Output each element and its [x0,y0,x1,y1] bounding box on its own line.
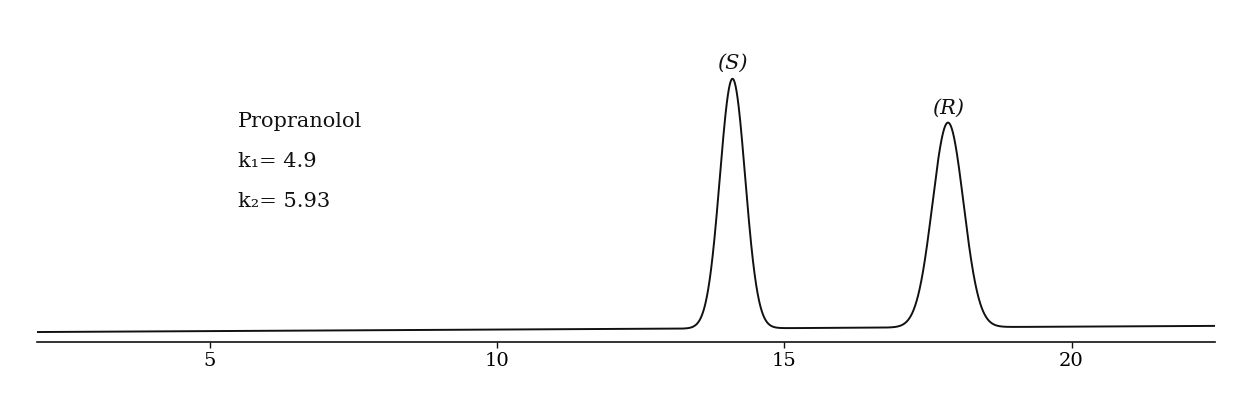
Text: (R): (R) [932,98,963,117]
Text: (S): (S) [717,54,748,72]
Text: k₂= 5.93: k₂= 5.93 [238,192,331,211]
Text: k₁= 4.9: k₁= 4.9 [238,152,317,171]
Text: Propranolol: Propranolol [238,112,362,131]
